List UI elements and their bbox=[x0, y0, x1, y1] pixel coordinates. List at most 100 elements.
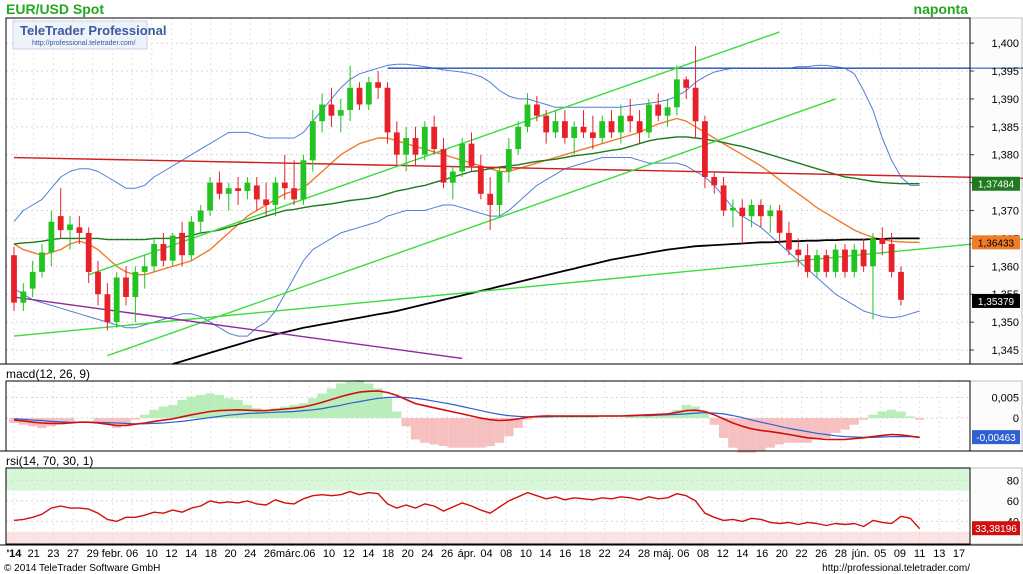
x-tick-label: 24 bbox=[618, 548, 630, 560]
macd-histogram-bar bbox=[859, 418, 869, 420]
rsi-line bbox=[13, 490, 921, 530]
last-value-box bbox=[972, 176, 1020, 191]
x-tick-label: 18 bbox=[579, 548, 591, 560]
rsi-overbought-band bbox=[6, 468, 970, 491]
macd-title: macd(12, 26, 9) bbox=[6, 367, 90, 381]
macd-line bbox=[13, 390, 920, 441]
candle-body bbox=[160, 244, 167, 261]
candle-body bbox=[524, 104, 531, 127]
macd-histogram-bar bbox=[336, 383, 346, 419]
candle-body bbox=[365, 82, 372, 105]
candle-body bbox=[786, 232, 792, 250]
macd-histogram-bar bbox=[140, 414, 150, 419]
x-tick-label: 11 bbox=[914, 548, 925, 560]
macd-histogram-bar bbox=[485, 418, 495, 447]
macd-histogram-bar bbox=[905, 416, 915, 418]
candle-body bbox=[347, 87, 353, 111]
x-tick-label: 14 bbox=[362, 548, 374, 560]
x-tick-label: 22 bbox=[795, 548, 807, 560]
macd-histogram-bar bbox=[802, 418, 813, 443]
price-tick-label: 1,345 bbox=[991, 345, 1019, 357]
candle-body bbox=[141, 266, 148, 272]
x-tick-label: 22 bbox=[599, 548, 611, 560]
macd-tick-label: 0,005 bbox=[991, 392, 1019, 404]
macd-histogram-bar bbox=[93, 418, 103, 422]
macd-signal-line bbox=[13, 396, 920, 438]
candle-body bbox=[11, 255, 17, 303]
macd-histogram-bar bbox=[373, 388, 383, 418]
last-value-label: 1,37484 bbox=[972, 176, 1020, 191]
candle-body bbox=[113, 277, 120, 323]
macd-histogram-bar bbox=[746, 418, 757, 453]
macd-histogram-bar bbox=[270, 408, 281, 419]
candle-body bbox=[627, 115, 634, 122]
x-tick-label: 06 bbox=[303, 548, 315, 560]
macd-histogram-bar bbox=[915, 418, 925, 420]
macd-histogram-bar bbox=[177, 399, 187, 418]
macd-histogram-bar bbox=[588, 416, 598, 418]
x-tick-label: 18 bbox=[205, 548, 217, 560]
interval-label: naponta bbox=[914, 1, 969, 17]
candle-body bbox=[636, 121, 643, 133]
price-pane[interactable] bbox=[6, 18, 970, 364]
candle-body bbox=[496, 171, 503, 205]
trend-line-green bbox=[13, 238, 1023, 337]
x-tick-label: 13 bbox=[933, 548, 945, 560]
x-tick-label: 16 bbox=[559, 548, 571, 560]
macd-histogram-bar bbox=[662, 414, 673, 419]
macd-histogram-bar bbox=[420, 418, 430, 443]
x-tick-label: 29 bbox=[87, 548, 99, 560]
rsi-oversold-band bbox=[6, 531, 970, 544]
candle-body bbox=[515, 126, 522, 150]
x-tick-label: 10 bbox=[323, 548, 335, 560]
x-tick-label: 17 bbox=[953, 548, 965, 560]
macd-histogram-bar bbox=[634, 416, 645, 418]
price-tick-label: 1,350 bbox=[991, 317, 1019, 329]
macd-tick-label: 0 bbox=[1013, 413, 1019, 425]
macd-histogram-bar bbox=[887, 409, 897, 418]
macd-histogram-bar bbox=[569, 416, 579, 418]
macd-histogram-bar bbox=[728, 418, 738, 448]
macd-histogram-bar bbox=[205, 393, 215, 419]
candle-body bbox=[197, 210, 204, 222]
x-tick-label: márc. bbox=[276, 548, 304, 560]
macd-histogram-bar bbox=[644, 414, 654, 419]
candle-body bbox=[319, 104, 325, 122]
candle-body bbox=[253, 185, 260, 200]
candle-body bbox=[692, 87, 699, 122]
candle-body bbox=[375, 82, 381, 88]
macd-histogram-bar bbox=[784, 418, 794, 443]
copyright: © 2014 TeleTrader Software GmbH bbox=[4, 563, 160, 574]
macd-histogram-bar bbox=[326, 388, 337, 418]
candle-body bbox=[216, 182, 223, 194]
macd-histogram-bar bbox=[429, 418, 439, 445]
macd-histogram-bar bbox=[812, 418, 822, 440]
candle-body bbox=[888, 244, 895, 272]
ma-mid-line bbox=[13, 136, 920, 245]
x-tick-label: 20 bbox=[776, 548, 788, 560]
candle-body bbox=[842, 249, 848, 272]
candle-body bbox=[776, 210, 783, 233]
x-tick-label: 12 bbox=[165, 548, 177, 560]
x-tick-label: 12 bbox=[343, 548, 355, 560]
candle-body bbox=[748, 205, 755, 217]
x-tick-label: 18 bbox=[382, 548, 394, 560]
x-tick-label: ápr. bbox=[458, 548, 476, 560]
x-tick-label: 12 bbox=[717, 548, 729, 560]
axis-labels: 1,4001,3951,3901,3851,3801,3751,3701,365… bbox=[7, 38, 1020, 560]
candle-body bbox=[543, 115, 550, 133]
macd-histogram-bar bbox=[364, 383, 374, 419]
macd-histogram-bar bbox=[550, 416, 561, 418]
last-value-text: 33,38196 bbox=[975, 524, 1017, 535]
last-value-label: 1,35379 bbox=[972, 293, 1020, 308]
candle-body bbox=[95, 271, 101, 295]
last-value-text: -0,00463 bbox=[976, 433, 1016, 444]
macd-histogram-bar bbox=[130, 418, 140, 420]
macd-histogram-bar bbox=[149, 409, 159, 418]
macd-histogram-bar bbox=[868, 414, 878, 419]
macd-histogram-bar bbox=[168, 404, 178, 419]
x-tick-label: 06 bbox=[677, 548, 689, 560]
macd-histogram-bar bbox=[560, 416, 570, 418]
